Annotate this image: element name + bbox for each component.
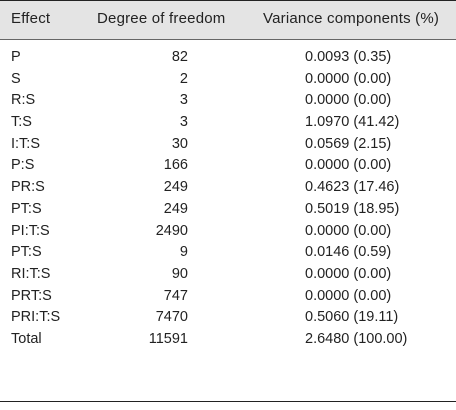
table-row: PT:S 249 0.5019 (18.95) [0, 201, 456, 223]
header-variance-components: Variance components (%) [263, 10, 440, 27]
effect-cell: PT:S [11, 200, 42, 217]
variance-cell: 2.6480 (100.00) [305, 330, 408, 347]
effect-cell: Total [11, 330, 42, 347]
table-header: Effect Degree of freedom Variance compon… [0, 0, 456, 40]
dof-cell: 166 [163, 157, 188, 174]
variance-cell: 0.0000 (0.00) [305, 287, 392, 304]
dof-cell: 249 [163, 200, 188, 217]
variance-cell: 0.0569 (2.15) [305, 135, 392, 152]
dof-cell: 3 [179, 114, 188, 131]
table-row: I:T:S 30 0.0569 (2.15) [0, 136, 456, 158]
effect-cell: P:S [11, 157, 35, 174]
table-row: PT:S 9 0.0146 (0.59) [0, 244, 456, 266]
dof-cell: 90 [171, 265, 188, 282]
effect-cell: PR:S [11, 179, 45, 196]
effect-cell: R:S [11, 92, 36, 109]
effect-cell: T:S [11, 114, 32, 131]
dof-cell: 11591 [148, 330, 188, 347]
effect-cell: P [11, 49, 21, 65]
header-degree-of-freedom: Degree of freedom [97, 10, 226, 27]
effect-cell: PRT:S [11, 287, 52, 304]
table-row: P:S 166 0.0000 (0.00) [0, 157, 456, 179]
table-bottom-rule [0, 401, 456, 402]
table-row-total: Total 11591 2.6480 (100.00) [0, 331, 456, 353]
variance-cell: 0.5060 (19.11) [305, 309, 399, 326]
dof-cell: 7470 [155, 309, 188, 326]
dof-cell: 30 [171, 135, 188, 152]
dof-cell: 82 [171, 49, 188, 65]
table-row: PRT:S 747 0.0000 (0.00) [0, 288, 456, 310]
dof-cell: 3 [179, 92, 188, 109]
effect-cell: PI:T:S [11, 222, 50, 239]
variance-cell: 0.0000 (0.00) [305, 222, 392, 239]
variance-cell: 0.0093 (0.35) [305, 49, 392, 65]
effect-cell: I:T:S [11, 135, 41, 152]
variance-cell: 0.4623 (17.46) [305, 179, 400, 196]
variance-cell: 0.0000 (0.00) [305, 265, 392, 282]
variance-cell: 0.0000 (0.00) [305, 70, 392, 87]
table-body: P 82 0.0093 (0.35) S 2 0.0000 (0.00) R:S… [0, 49, 456, 353]
variance-cell: 0.0000 (0.00) [305, 157, 392, 174]
dof-cell: 747 [163, 287, 188, 304]
effect-cell: S [11, 70, 21, 87]
dof-cell: 249 [163, 179, 188, 196]
variance-cell: 0.0146 (0.59) [305, 244, 392, 261]
table-row: RI:T:S 90 0.0000 (0.00) [0, 266, 456, 288]
table-row: PRI:T:S 7470 0.5060 (19.11) [0, 309, 456, 331]
dof-cell: 2 [179, 70, 188, 87]
table-row: PR:S 249 0.4623 (17.46) [0, 179, 456, 201]
dof-cell: 9 [179, 244, 188, 261]
variance-cell: 0.0000 (0.00) [305, 92, 392, 109]
dof-cell: 2490 [155, 222, 188, 239]
table-row: R:S 3 0.0000 (0.00) [0, 92, 456, 114]
effect-cell: PRI:T:S [11, 309, 61, 326]
variance-cell: 1.0970 (41.42) [305, 114, 400, 131]
table-row: P 82 0.0093 (0.35) [0, 49, 456, 71]
table-row: PI:T:S 2490 0.0000 (0.00) [0, 223, 456, 245]
table-row: T:S 3 1.0970 (41.42) [0, 114, 456, 136]
table-row: S 2 0.0000 (0.00) [0, 71, 456, 93]
header-effect: Effect [11, 10, 51, 27]
variance-cell: 0.5019 (18.95) [305, 200, 400, 217]
effect-cell: RI:T:S [11, 265, 51, 282]
effect-cell: PT:S [11, 244, 42, 261]
